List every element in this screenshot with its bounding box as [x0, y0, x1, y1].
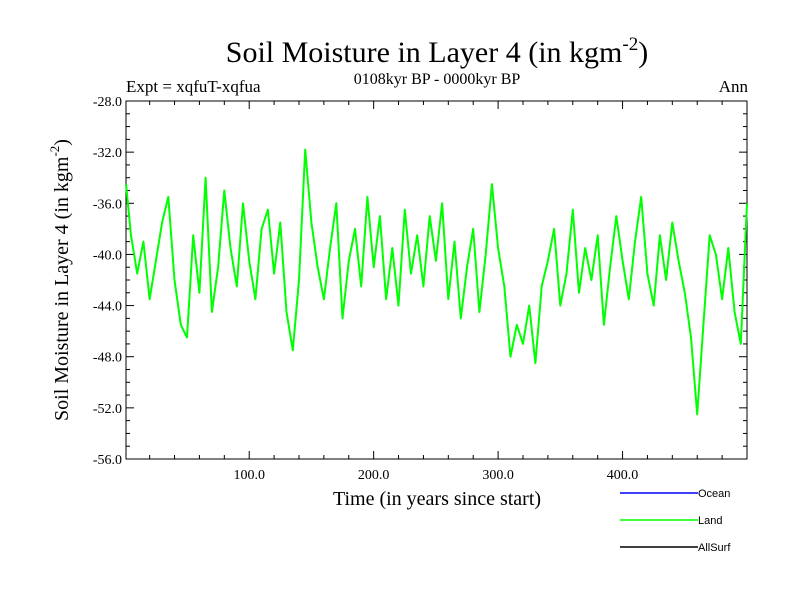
- chart-title: Soil Moisture in Layer 4 (in kgm-2): [226, 34, 648, 69]
- y-tick-label: -56.0: [93, 453, 122, 468]
- y-tick-label: -28.0: [93, 95, 122, 110]
- legend-label-ocean: Ocean: [698, 488, 730, 500]
- y-axis-label: Soil Moisture in Layer 4 (in kgm-2): [47, 139, 73, 421]
- y-tick-label: -36.0: [93, 197, 122, 212]
- y-tick-label: -48.0: [93, 351, 122, 366]
- y-axis-label-main: Soil Moisture in Layer 4 (in kgm: [51, 156, 73, 421]
- chart-title-main: Soil Moisture in Layer 4 (in kgm: [226, 36, 623, 69]
- x-tick-label: 100.0: [233, 468, 265, 483]
- plot-frame: [125, 100, 748, 460]
- chart-title-superscript: -2: [622, 34, 638, 55]
- x-tick-label: 400.0: [607, 468, 639, 483]
- y-tick-label: -52.0: [93, 402, 122, 417]
- y-axis-label-close: ): [51, 139, 73, 146]
- x-tick-label: 300.0: [482, 468, 514, 483]
- season-label: Ann: [719, 77, 749, 96]
- legend-label-allsurf: AllSurf: [698, 542, 731, 554]
- series-line-land: [125, 148, 748, 416]
- legend-label-land: Land: [698, 515, 722, 527]
- y-tick-label: -44.0: [93, 300, 122, 315]
- chart-title-close: ): [638, 36, 648, 69]
- axis-ticks: -28.0 -32.0 -36.0 -40.0 -44.0 -48.0 -52.0 -56.0…: [93, 95, 747, 483]
- y-tick-label: -32.0: [93, 146, 122, 161]
- x-tick-label: 200.0: [358, 468, 390, 483]
- series-layer: [125, 148, 748, 416]
- chart-subtitle: 0108kyr BP - 0000kyr BP: [354, 71, 521, 88]
- y-tick-label: -40.0: [93, 248, 122, 263]
- x-axis-label: Time (in years since start): [333, 488, 541, 510]
- legend: Ocean Land AllSurf: [620, 488, 731, 554]
- experiment-label: Expt = xqfuT-xqfua: [126, 77, 261, 96]
- y-axis-label-superscript: -2: [47, 146, 62, 157]
